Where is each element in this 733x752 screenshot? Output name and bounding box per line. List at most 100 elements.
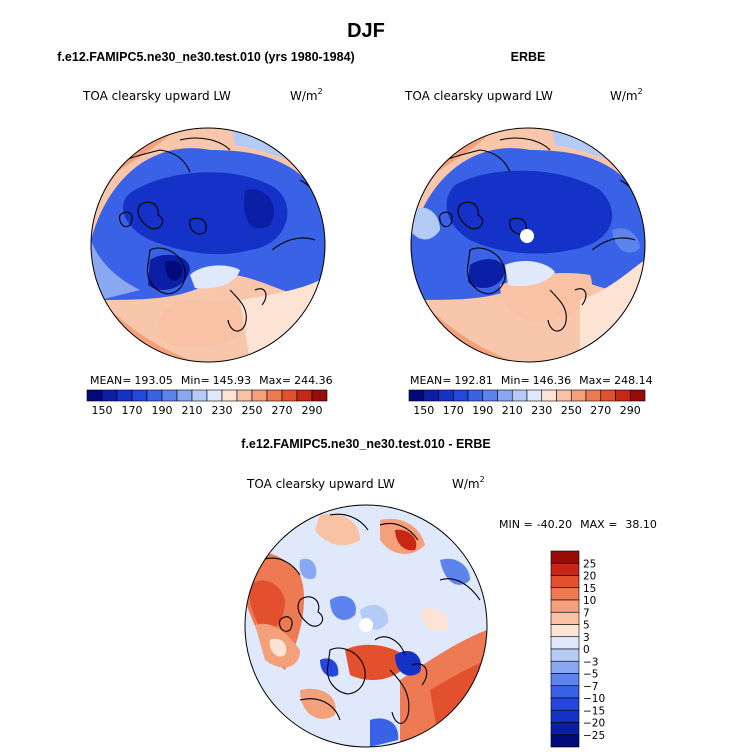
colorbar-swatch — [408, 389, 425, 402]
panel-obs-max: 248.14 — [614, 374, 653, 387]
panel-model-colorbar-labels: 150 170 190 210 230 250 270 290 — [92, 404, 323, 417]
colorbar-swatch — [585, 389, 602, 402]
panel-diff-min-label: MIN = — [499, 518, 533, 531]
colorbar-swatch — [161, 389, 178, 402]
panel-obs-colorbar-labels: 150 170 190 210 230 250 270 290 — [413, 404, 641, 417]
colorbar-swatch — [550, 648, 580, 662]
colorbar-swatch — [550, 636, 580, 650]
panel-model-max-label: Max= — [259, 374, 291, 387]
colorbar-swatch — [452, 389, 469, 402]
colorbar-tick-label: 230 — [531, 404, 552, 417]
panel-model-colorbar — [86, 389, 328, 402]
colorbar-tick-label: 170 — [122, 404, 143, 417]
colorbar-tick-label: 3 — [583, 632, 590, 644]
colorbar-tick-label: −10 — [583, 693, 605, 705]
panel-diff-colorbar — [550, 550, 580, 748]
panel-model: f.e12.FAMIPC5.ne30_ne30.test.010 (yrs 19… — [57, 50, 354, 417]
colorbar-swatch — [550, 599, 580, 613]
panel-obs: ERBE TOA clearsky upward LW W/m2 — [404, 50, 653, 417]
panel-model-units: W/m2 — [290, 87, 323, 103]
panel-model-title: f.e12.FAMIPC5.ne30_ne30.test.010 (yrs 19… — [57, 50, 354, 64]
panel-diff-max: 38.10 — [625, 518, 657, 531]
colorbar-tick-label: 250 — [242, 404, 263, 417]
panel-obs-mean-label: MEAN= — [410, 374, 451, 387]
colorbar-swatch — [550, 734, 580, 748]
colorbar-tick-label: 15 — [583, 583, 596, 595]
colorbar-tick-label: −25 — [583, 730, 605, 742]
panel-obs-field-label: TOA clearsky upward LW — [404, 89, 553, 103]
panel-obs-colorbar — [408, 389, 646, 402]
colorbar-tick-label: 210 — [502, 404, 523, 417]
colorbar-swatch — [482, 389, 498, 402]
panel-model-max: 244.36 — [294, 374, 333, 387]
colorbar-tick-label: 290 — [620, 404, 641, 417]
colorbar-tick-label: 190 — [152, 404, 173, 417]
panel-diff-boundary — [244, 504, 488, 748]
colorbar-tick-label: 150 — [413, 404, 434, 417]
colorbar-swatch — [550, 575, 580, 589]
colorbar-swatch — [629, 389, 646, 402]
panel-obs-max-label: Max= — [579, 374, 611, 387]
colorbar-tick-label: 5 — [583, 620, 590, 632]
colorbar-swatch — [101, 389, 118, 402]
panel-obs-min: 146.36 — [533, 374, 572, 387]
panel-obs-units: W/m2 — [610, 87, 643, 103]
colorbar-swatch — [206, 389, 223, 402]
panel-model-units-base: W/m — [290, 89, 318, 103]
panel-model-map — [91, 128, 325, 362]
panel-model-stats: MEAN= 193.05 Min= 145.93 Max= 244.36 — [90, 374, 333, 387]
panel-diff-units-exp: 2 — [480, 475, 485, 484]
colorbar-tick-label: 270 — [590, 404, 611, 417]
colorbar-swatch — [221, 389, 238, 402]
colorbar-swatch — [131, 389, 148, 402]
panel-obs-boundary — [410, 127, 646, 363]
panel-model-mean-label: MEAN= — [90, 374, 131, 387]
colorbar-tick-label: 25 — [583, 558, 596, 570]
colorbar-swatch — [541, 389, 557, 402]
colorbar-swatch — [311, 389, 328, 402]
colorbar-swatch — [550, 660, 580, 674]
colorbar-tick-label: 250 — [561, 404, 582, 417]
panel-diff-stats: MIN = -40.20 MAX = 38.10 — [499, 518, 657, 531]
panel-obs-units-base: W/m — [610, 89, 638, 103]
panel-model-boundary — [90, 127, 326, 363]
colorbar-swatch — [296, 389, 313, 402]
panel-model-units-exp: 2 — [318, 87, 323, 96]
panel-model-min: 145.93 — [213, 374, 252, 387]
colorbar-tick-label: −3 — [583, 656, 598, 668]
colorbar-swatch — [511, 389, 528, 402]
panel-diff-min: -40.20 — [537, 518, 572, 531]
colorbar-tick-label: −5 — [583, 669, 598, 681]
panel-obs-units-exp: 2 — [638, 87, 643, 96]
colorbar-swatch — [266, 389, 283, 402]
colorbar-swatch — [550, 624, 580, 638]
colorbar-tick-label: 290 — [302, 404, 323, 417]
colorbar-tick-label: 20 — [583, 571, 596, 583]
colorbar-tick-label: 0 — [583, 644, 590, 656]
panel-model-mean: 193.05 — [134, 374, 173, 387]
panel-obs-mean: 192.81 — [454, 374, 493, 387]
colorbar-swatch — [146, 389, 163, 402]
colorbar-swatch — [570, 389, 587, 402]
colorbar-tick-label: 270 — [272, 404, 293, 417]
panel-diff-units-base: W/m — [452, 477, 480, 491]
colorbar-swatch — [550, 587, 580, 601]
colorbar-swatch — [550, 722, 580, 736]
colorbar-tick-label: 10 — [583, 595, 596, 607]
colorbar-tick-label: 150 — [92, 404, 113, 417]
colorbar-swatch — [526, 389, 543, 402]
colorbar-swatch — [116, 389, 133, 402]
colorbar-swatch — [550, 685, 580, 699]
panel-obs-stats: MEAN= 192.81 Min= 146.36 Max= 248.14 — [410, 374, 653, 387]
colorbar-swatch — [550, 709, 580, 723]
colorbar-swatch — [615, 389, 631, 402]
panel-diff: f.e12.FAMIPC5.ne30_ne30.test.010 - ERBE … — [241, 437, 657, 748]
panel-obs-title: ERBE — [511, 50, 546, 64]
figure-title: DJF — [347, 20, 385, 42]
colorbar-swatch — [86, 389, 103, 402]
panel-diff-title: f.e12.FAMIPC5.ne30_ne30.test.010 - ERBE — [241, 437, 490, 451]
colorbar-swatch — [556, 389, 572, 402]
colorbar-swatch — [438, 389, 454, 402]
colorbar-swatch — [191, 389, 208, 402]
